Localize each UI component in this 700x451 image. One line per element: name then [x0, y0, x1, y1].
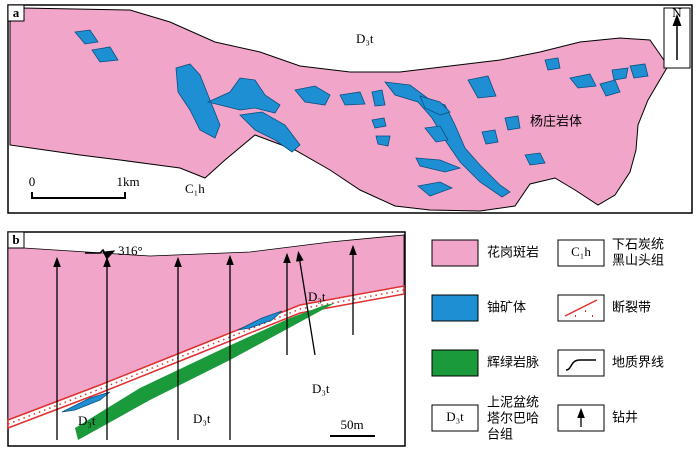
legend-swatch — [557, 349, 605, 377]
legend-fault — [564, 299, 598, 317]
legend-swatch — [431, 294, 479, 322]
unit-label: D₃t — [78, 413, 96, 428]
ore-lens — [61, 391, 111, 413]
legend-label: 断裂带 — [612, 301, 651, 316]
panel-b: b 316° D₃t D₃t D₃t D₃t 50m — [7, 231, 406, 447]
diabase-dyke — [75, 303, 335, 440]
panel-tag — [7, 231, 25, 249]
intrusion-label: 杨庄岩体 — [530, 114, 582, 130]
legend-label: 下石炭统 — [612, 238, 664, 253]
scale-label: 50m — [340, 417, 363, 432]
bearing-arrow — [85, 248, 116, 260]
panel-a: a D₃t C₁h 杨庄岩体 N 0 1km — [7, 4, 693, 214]
panel-label: b — [12, 232, 19, 247]
scale-bar — [31, 192, 126, 199]
granite-body — [9, 7, 669, 212]
legend: 花岗斑岩 C₁h 下石炭统 黑山头组 铀矿体 断裂带 辉绿岩脉 地质界线 D₃t… — [431, 238, 664, 443]
unit-label: D₃t — [308, 289, 326, 304]
legend-label: 塔尔巴哈 — [487, 412, 539, 427]
scale-label: 1km — [116, 174, 139, 189]
legend-symbol: D₃t — [446, 409, 464, 424]
legend-swatch — [557, 239, 605, 267]
ore-lens — [237, 310, 283, 331]
unit-label: D₃t — [356, 31, 374, 46]
legend-label: 辉绿岩脉 — [487, 356, 539, 371]
legend-label: 钻井 — [612, 411, 638, 426]
legend-label: 黑山头组 — [612, 254, 664, 269]
legend-fault-dots — [575, 310, 593, 317]
bearing-label: 316° — [118, 243, 143, 258]
legend-contact — [565, 359, 596, 371]
legend-label: 台组 — [487, 428, 513, 443]
drill-holes — [53, 244, 357, 440]
legend-label: 地质界线 — [612, 356, 664, 371]
panel-tag — [7, 4, 25, 22]
legend-label: 上泥盆统 — [487, 396, 539, 411]
unit-label: C₁h — [185, 181, 205, 196]
north-label: N — [672, 5, 682, 20]
fault-zone — [7, 285, 405, 430]
legend-label: 铀矿体 — [487, 301, 526, 316]
unit-label: D₃t — [193, 411, 211, 426]
legend-label: 花岗斑岩 — [487, 245, 539, 261]
legend-swatch — [431, 404, 479, 432]
ore-bodies — [74, 29, 649, 198]
panel-label: a — [13, 5, 20, 20]
legend-swatch — [431, 239, 479, 267]
unit-label: D₃t — [312, 381, 330, 396]
legend-swatch — [431, 349, 479, 377]
scale-label: 0 — [29, 174, 36, 189]
legend-symbol: C₁h — [571, 244, 591, 259]
